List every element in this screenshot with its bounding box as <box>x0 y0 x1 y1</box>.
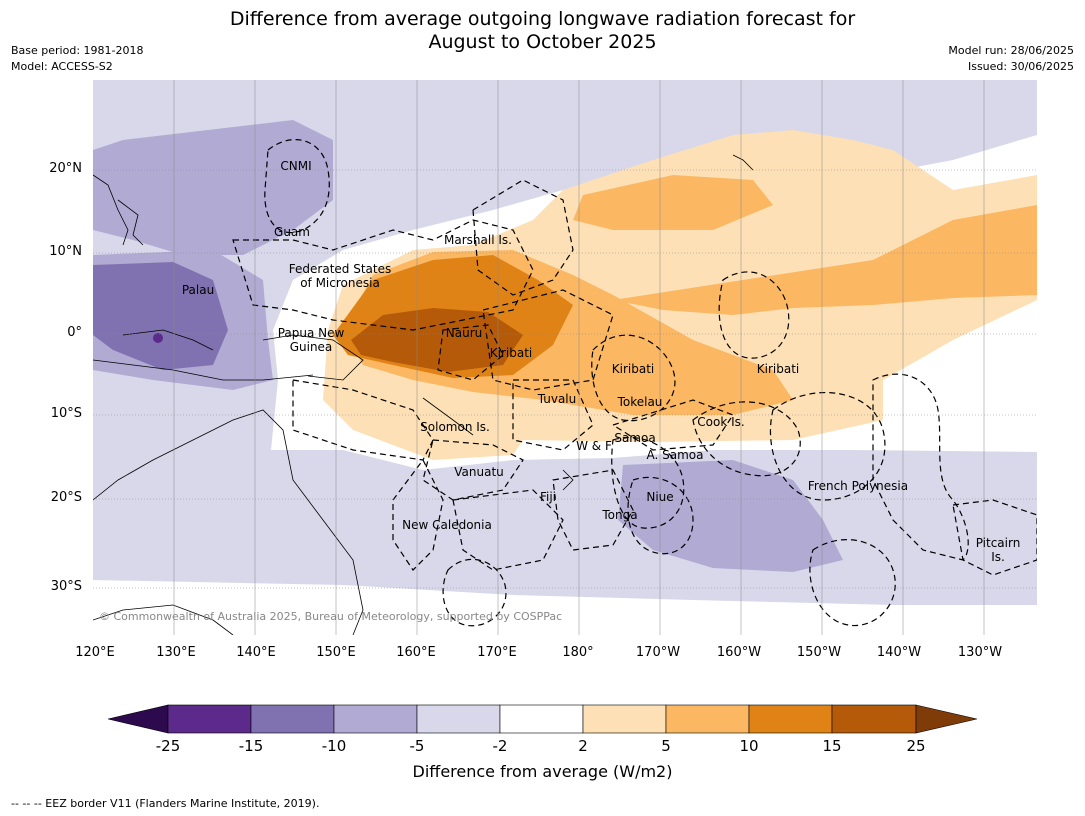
place-label-new-caledonia: New Caledonia <box>402 518 492 532</box>
colorbar-tick: 10 <box>739 737 759 755</box>
title-line-1: Difference from average outgoing longwav… <box>229 8 856 30</box>
place-label-guam: Guam <box>274 225 310 239</box>
colorbar <box>107 704 978 734</box>
eez-footer-note: -- -- -- EEZ border V11 (Flanders Marine… <box>11 797 320 810</box>
x-tick: 140°W <box>876 645 922 660</box>
place-label-cook: Cook Is. <box>697 415 745 429</box>
colorbar-segment <box>416 704 501 734</box>
colorbar-segment <box>748 704 833 734</box>
x-tick: 170°E <box>477 645 517 660</box>
positive-anomaly-regions <box>323 130 1037 460</box>
place-label-kiribati-east: Kiribati <box>756 362 800 376</box>
colorbar-title: Difference from average (W/m2) <box>412 762 673 781</box>
y-tick: 10°N <box>49 244 82 259</box>
colorbar-segment <box>333 704 418 734</box>
place-label-tuvalu: Tuvalu <box>537 392 577 406</box>
place-label-palau: Palau <box>181 283 215 297</box>
x-tick: 150°E <box>316 645 356 660</box>
y-tick: 20°S <box>50 490 82 505</box>
model-name: Model: ACCESS-S2 <box>11 60 113 73</box>
colorbar-extend-high <box>915 704 978 734</box>
place-label-kiribati-central: Kiribati <box>611 362 655 376</box>
colorbar-segment <box>831 704 917 734</box>
y-tick: 30°S <box>50 579 82 594</box>
place-label-niue: Niue <box>646 490 674 504</box>
place-label-micronesia: Federated States of Micronesia <box>288 262 392 290</box>
place-label-samoa: Samoa <box>614 431 656 445</box>
colorbar-tick: 2 <box>578 737 588 755</box>
colorbar-extend-low <box>107 704 169 734</box>
x-tick: 160°W <box>716 645 762 660</box>
landmasses <box>93 154 754 635</box>
colorbar-segment <box>665 704 750 734</box>
colorbar-tick: 25 <box>906 737 926 755</box>
place-label-asamoa: A. Samoa <box>646 448 704 462</box>
place-label-tonga: Tonga <box>602 508 638 522</box>
y-tick: 0° <box>67 325 82 340</box>
place-label-tokelau: Tokelau <box>617 395 663 409</box>
colorbar-segment <box>582 704 667 734</box>
y-tick: 20°N <box>49 161 82 176</box>
colorbar-tick: 15 <box>822 737 842 755</box>
colorbar-tick: -10 <box>321 737 347 755</box>
title-line-2: August to October 2025 <box>428 31 657 53</box>
eez-borders <box>232 139 1037 627</box>
place-label-solomon: Solomon Is. <box>420 420 490 434</box>
place-label-marshall: Marshall Is. <box>444 233 512 247</box>
copyright-notice: © Commonwealth of Australia 2025, Bureau… <box>99 610 563 623</box>
meta-left: Base period: 1981-2018 Model: ACCESS-S2 <box>11 43 143 75</box>
x-tick: 130°W <box>957 645 1003 660</box>
place-label-pitcairn: Pitcairn Is. <box>975 536 1021 564</box>
colorbar-tick: -15 <box>238 737 264 755</box>
base-period: Base period: 1981-2018 <box>11 44 144 57</box>
place-label-cnmi: CNMI <box>280 159 312 173</box>
place-label-wf: W & F <box>576 439 612 453</box>
x-tick: 150°W <box>796 645 842 660</box>
map-title: Difference from average outgoing longwav… <box>0 8 1085 54</box>
colorbar-tick: -2 <box>492 737 508 755</box>
negative-anomaly-regions <box>93 80 1037 605</box>
x-tick: 130°E <box>156 645 196 660</box>
y-tick: 10°S <box>50 406 82 421</box>
colorbar-segment <box>167 704 252 734</box>
issued-date: Issued: 30/06/2025 <box>967 60 1074 73</box>
place-label-french-polynesia: French Polynesia <box>807 479 909 493</box>
x-tick: 170°W <box>635 645 681 660</box>
colorbar-segment <box>250 704 335 734</box>
x-tick: 140°E <box>236 645 276 660</box>
colorbar-tick: -25 <box>155 737 181 755</box>
place-label-kiribati-west: Kiribati <box>489 346 533 360</box>
x-tick: 120°E <box>75 645 115 660</box>
place-label-png: Papua New Guinea <box>277 326 345 354</box>
x-tick: 180° <box>562 645 594 660</box>
gridlines <box>93 80 1037 635</box>
forecast-map <box>93 80 1037 635</box>
colorbar-tick: -5 <box>409 737 425 755</box>
meta-right: Model run: 28/06/2025 Issued: 30/06/2025 <box>948 43 1074 75</box>
x-tick: 160°E <box>396 645 436 660</box>
place-label-nauru: Nauru <box>445 326 483 340</box>
place-label-vanuatu: Vanuatu <box>454 465 504 479</box>
colorbar-segment <box>499 704 584 734</box>
model-run: Model run: 28/06/2025 <box>948 44 1074 57</box>
place-label-fiji: Fiji <box>539 490 557 504</box>
colorbar-tick: 5 <box>661 737 671 755</box>
